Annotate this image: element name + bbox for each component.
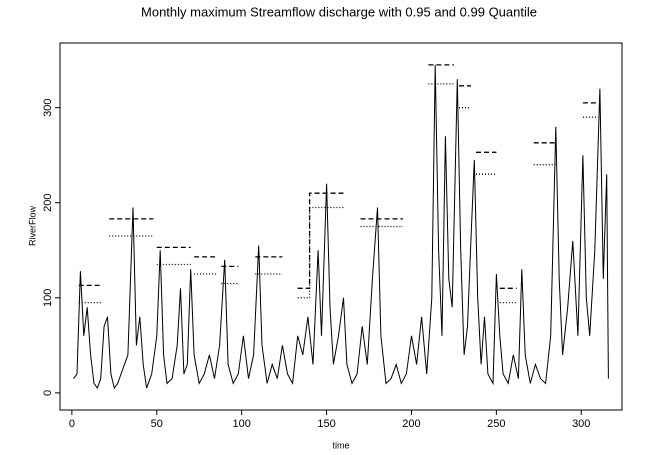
- x-tick-label: 200: [402, 418, 420, 430]
- y-tick-label: 300: [42, 98, 54, 116]
- data-line: [297, 192, 344, 289]
- x-tick-label: 150: [317, 418, 335, 430]
- y-tick-label: 0: [42, 390, 54, 396]
- x-tick-label: 0: [69, 418, 75, 430]
- plot-frame: [59, 42, 623, 411]
- x-tick-label: 300: [572, 418, 590, 430]
- y-tick-label: 100: [42, 289, 54, 307]
- y-tick-label: 200: [42, 194, 54, 212]
- y-axis-label: RiverFlow: [27, 206, 37, 247]
- x-tick-label: 50: [151, 418, 163, 430]
- x-tick-label: 100: [232, 418, 250, 430]
- data-line: [73, 64, 609, 390]
- data-line: [297, 206, 344, 299]
- chart-title: Monthly maximum Streamflow discharge wit…: [141, 4, 537, 19]
- x-tick-label: 250: [487, 418, 505, 430]
- x-axis-label: time: [332, 440, 349, 450]
